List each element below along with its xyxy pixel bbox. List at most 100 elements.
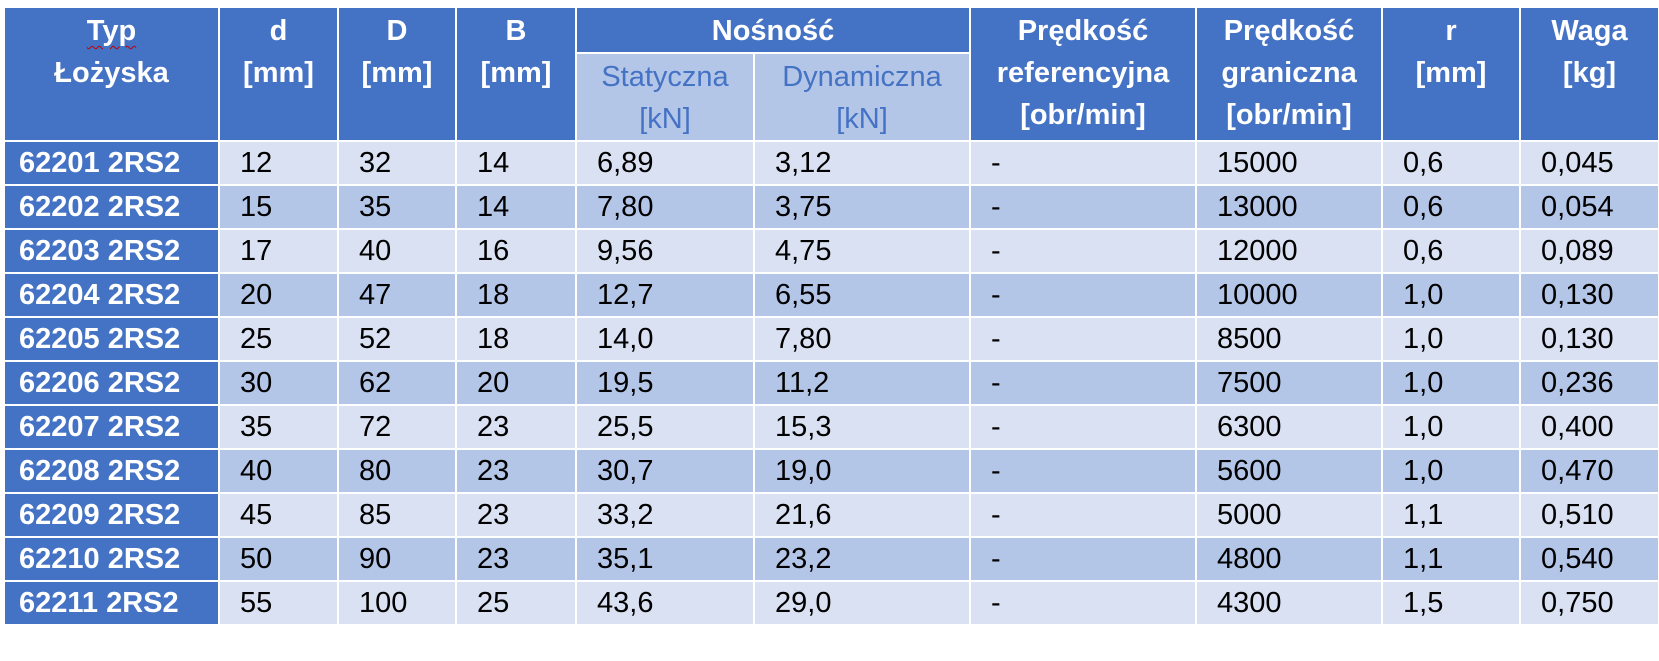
cell-typ: 62201 2RS2	[3, 140, 220, 186]
cell-predkosc-referencyjna: -	[969, 140, 1198, 186]
cell-predkosc-referencyjna: -	[969, 448, 1198, 494]
cell-r: 1,0	[1381, 272, 1522, 318]
cell-B: 16	[455, 228, 577, 274]
cell-d: 35	[218, 404, 339, 450]
cell-dynamiczna: 11,2	[752, 360, 972, 406]
table-row: 62202 2RS2 15 35 14 7,80 3,75-13000 0,6 0,054	[3, 184, 1659, 230]
cell-statyczna: 6,89	[575, 140, 755, 186]
header-r: r [mm]	[1381, 6, 1522, 142]
cell-B: 20	[455, 360, 577, 406]
table-row: 62211 2RS2 55 100 25 43,6 29,0-4300 1,5 0,750	[3, 580, 1659, 626]
header-d: d [mm]	[218, 6, 339, 142]
cell-waga: 0,510	[1519, 492, 1659, 538]
header-dynamiczna: Dynamiczna [kN]	[752, 52, 972, 142]
cell-d: 12	[218, 140, 339, 186]
cell-B: 23	[455, 448, 577, 494]
cell-predkosc-graniczna: 5600	[1195, 448, 1384, 494]
cell-r: 1,0	[1381, 316, 1522, 362]
cell-typ: 62211 2RS2	[3, 580, 220, 626]
cell-d: 45	[218, 492, 339, 538]
cell-dynamiczna: 3,12	[752, 140, 972, 186]
cell-typ: 62203 2RS2	[3, 228, 220, 274]
cell-predkosc-referencyjna: -	[969, 316, 1198, 362]
cell-typ: 62204 2RS2	[3, 272, 220, 318]
cell-statyczna: 14,0	[575, 316, 755, 362]
cell-typ: 62209 2RS2	[3, 492, 220, 538]
cell-predkosc-graniczna: 5000	[1195, 492, 1384, 538]
cell-predkosc-referencyjna: -	[969, 536, 1198, 582]
header-typ: Typ Łożyska	[3, 6, 220, 142]
cell-waga: 0,750	[1519, 580, 1659, 626]
cell-predkosc-referencyjna: -	[969, 360, 1198, 406]
table-body: 62201 2RS2 12 32 14 6,89 3,12-15000 0,6 0,045 62…	[3, 140, 1659, 626]
cell-d: 15	[218, 184, 339, 230]
cell-predkosc-referencyjna: -	[969, 404, 1198, 450]
cell-D: 62	[337, 360, 457, 406]
header-waga: Waga [kg]	[1519, 6, 1659, 142]
cell-D: 72	[337, 404, 457, 450]
table-row: 62208 2RS2 40 80 23 30,7 19,0-5600 1,0 0,470	[3, 448, 1659, 494]
cell-predkosc-graniczna: 12000	[1195, 228, 1384, 274]
cell-predkosc-referencyjna: -	[969, 228, 1198, 274]
cell-D: 52	[337, 316, 457, 362]
cell-B: 14	[455, 184, 577, 230]
cell-statyczna: 25,5	[575, 404, 755, 450]
cell-r: 1,1	[1381, 536, 1522, 582]
cell-typ: 62210 2RS2	[3, 536, 220, 582]
table-row: 62206 2RS2 30 62 20 19,5 11,2-7500 1,0 0,236	[3, 360, 1659, 406]
cell-waga: 0,054	[1519, 184, 1659, 230]
cell-d: 55	[218, 580, 339, 626]
cell-dynamiczna: 4,75	[752, 228, 972, 274]
cell-d: 17	[218, 228, 339, 274]
table-row: 62203 2RS2 17 40 16 9,56 4,75-12000 0,6 0,089	[3, 228, 1659, 274]
cell-d: 40	[218, 448, 339, 494]
header-D: D [mm]	[337, 6, 457, 142]
cell-waga: 0,130	[1519, 272, 1659, 318]
cell-r: 1,5	[1381, 580, 1522, 626]
cell-D: 80	[337, 448, 457, 494]
cell-B: 23	[455, 404, 577, 450]
cell-r: 0,6	[1381, 184, 1522, 230]
cell-r: 1,0	[1381, 360, 1522, 406]
cell-D: 100	[337, 580, 457, 626]
cell-predkosc-referencyjna: -	[969, 272, 1198, 318]
cell-statyczna: 43,6	[575, 580, 755, 626]
cell-predkosc-graniczna: 4300	[1195, 580, 1384, 626]
table-header: Typ Łożyska d [mm] D [mm] B [mm] Nośność…	[3, 6, 1659, 142]
cell-predkosc-referencyjna: -	[969, 580, 1198, 626]
cell-B: 18	[455, 316, 577, 362]
cell-D: 85	[337, 492, 457, 538]
cell-waga: 0,400	[1519, 404, 1659, 450]
cell-B: 23	[455, 492, 577, 538]
cell-predkosc-graniczna: 8500	[1195, 316, 1384, 362]
cell-waga: 0,045	[1519, 140, 1659, 186]
cell-dynamiczna: 6,55	[752, 272, 972, 318]
cell-statyczna: 12,7	[575, 272, 755, 318]
cell-typ: 62202 2RS2	[3, 184, 220, 230]
table-row: 62204 2RS2 20 47 18 12,7 6,55-10000 1,0 0,130	[3, 272, 1659, 318]
cell-B: 23	[455, 536, 577, 582]
cell-B: 18	[455, 272, 577, 318]
cell-dynamiczna: 19,0	[752, 448, 972, 494]
cell-D: 32	[337, 140, 457, 186]
table-row: 62210 2RS2 50 90 23 35,1 23,2-4800 1,1 0,540	[3, 536, 1659, 582]
cell-waga: 0,236	[1519, 360, 1659, 406]
cell-D: 47	[337, 272, 457, 318]
cell-d: 30	[218, 360, 339, 406]
cell-D: 35	[337, 184, 457, 230]
cell-d: 50	[218, 536, 339, 582]
cell-r: 1,0	[1381, 404, 1522, 450]
cell-predkosc-graniczna: 10000	[1195, 272, 1384, 318]
cell-predkosc-referencyjna: -	[969, 184, 1198, 230]
cell-predkosc-graniczna: 4800	[1195, 536, 1384, 582]
cell-dynamiczna: 21,6	[752, 492, 972, 538]
cell-predkosc-graniczna: 13000	[1195, 184, 1384, 230]
cell-predkosc-graniczna: 7500	[1195, 360, 1384, 406]
cell-statyczna: 35,1	[575, 536, 755, 582]
cell-B: 14	[455, 140, 577, 186]
cell-statyczna: 7,80	[575, 184, 755, 230]
cell-typ: 62206 2RS2	[3, 360, 220, 406]
header-predkosc-referencyjna: Prędkość referencyjna [obr/min]	[969, 6, 1198, 142]
cell-statyczna: 30,7	[575, 448, 755, 494]
cell-D: 90	[337, 536, 457, 582]
